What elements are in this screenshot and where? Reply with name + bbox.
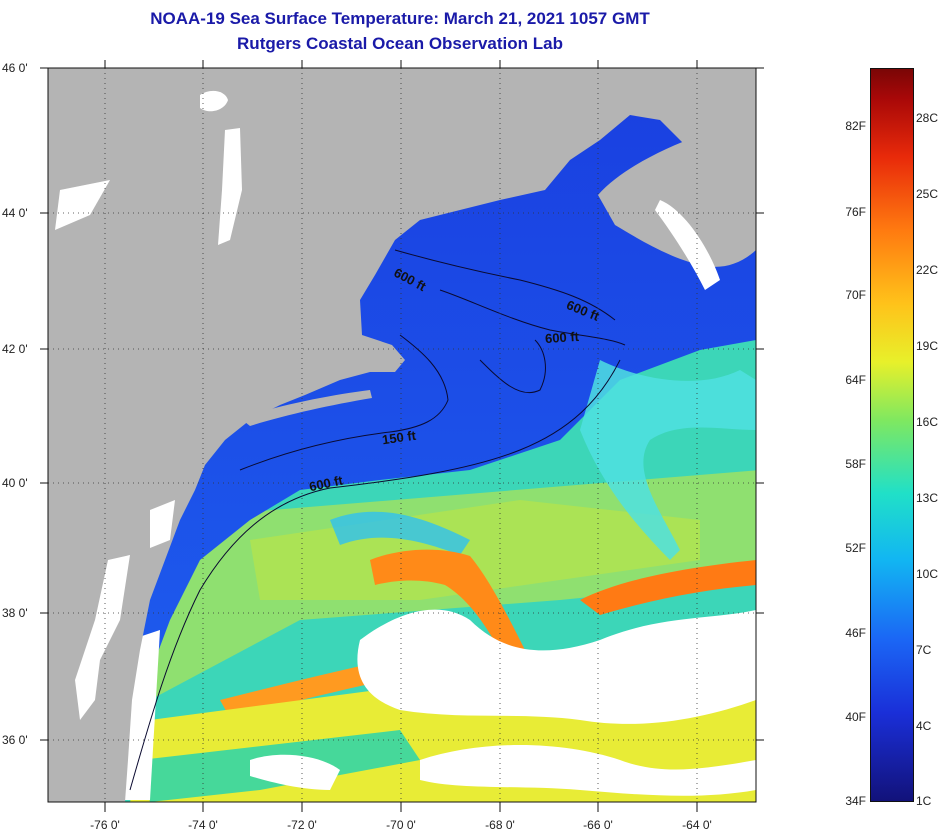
cyan-filament <box>580 360 756 560</box>
colorbar-label-34f: 34F <box>845 794 866 808</box>
colorbar-label-10c: 10C <box>916 567 939 581</box>
colorbar-label-64f: 64F <box>845 373 866 387</box>
colorbar-label-4c: 4C <box>916 719 932 733</box>
lake-champlain <box>218 128 242 245</box>
lon-label-74: -74 0' <box>188 818 218 832</box>
lon-label-72: -72 0' <box>287 818 317 832</box>
600ft-isobath-south <box>129 359 621 791</box>
graticule <box>48 68 756 802</box>
cloud-band-2 <box>420 745 756 796</box>
lat-label-36: 36 0' <box>2 733 28 747</box>
lat-label-46: 46 0' <box>2 61 28 75</box>
cloud-patch <box>250 754 340 790</box>
lake-ontario <box>55 180 110 230</box>
georges-bank-contour <box>479 339 546 394</box>
colorbar-label-22c: 22C <box>916 263 939 277</box>
contour-label-georges: 600 ft <box>544 328 580 347</box>
colorbar-label-58f: 58F <box>845 457 866 471</box>
nova-scotia-cloud <box>655 200 720 290</box>
colorbar-label-13c: 13C <box>916 491 939 505</box>
colorbar-label-46f: 46F <box>845 626 866 640</box>
map-frame <box>47 67 757 803</box>
cloud-band-1 <box>357 609 756 724</box>
lon-label-68: -68 0' <box>485 818 515 832</box>
lat-label-42: 42 0' <box>2 342 28 356</box>
colorbar-label-1c: 1C <box>916 794 932 808</box>
colorbar-label-7c: 7C <box>916 643 932 657</box>
colorbar-label-76f: 76F <box>845 205 866 219</box>
long-island-land <box>240 390 372 426</box>
lon-label-70: -70 0' <box>386 818 416 832</box>
gulf-stream-east <box>580 560 756 615</box>
600ft-isobath-georges <box>439 289 626 346</box>
lon-label-66: -66 0' <box>583 818 613 832</box>
lat-label-40: 40 0' <box>2 476 28 490</box>
eddy-filament <box>330 511 470 555</box>
lat-label-44: 44 0' <box>2 206 28 220</box>
colorbar-label-28c: 28C <box>916 111 939 125</box>
gulf-stream-meander <box>370 549 530 670</box>
lake-1 <box>200 90 228 112</box>
colorbar-label-82f: 82F <box>845 119 866 133</box>
lon-label-64: -64 0' <box>682 818 712 832</box>
temperature-colorbar <box>870 68 914 802</box>
delaware-bay <box>150 500 175 548</box>
150ft-isobath <box>239 334 449 471</box>
colorbar-label-16c: 16C <box>916 415 939 429</box>
chesapeake-bay <box>75 555 130 720</box>
axis-ticks <box>40 60 764 812</box>
map-title: NOAA-19 Sea Surface Temperature: March 2… <box>150 9 650 28</box>
colorbar-label-70f: 70F <box>845 288 866 302</box>
colorbar-label-40f: 40F <box>845 710 866 724</box>
cape-breton-land <box>700 110 756 130</box>
north-america-land <box>48 68 756 802</box>
nova-scotia-land <box>598 120 756 267</box>
colorbar-label-52f: 52F <box>845 541 866 555</box>
lat-label-38: 38 0' <box>2 606 28 620</box>
colorbar-label-19c: 19C <box>916 339 939 353</box>
colorbar-label-25c: 25C <box>916 187 939 201</box>
lon-label-76: -76 0' <box>90 818 120 832</box>
gulf-of-maine-contour <box>394 249 616 321</box>
map-subtitle: Rutgers Coastal Ocean Observation Lab <box>237 34 563 53</box>
